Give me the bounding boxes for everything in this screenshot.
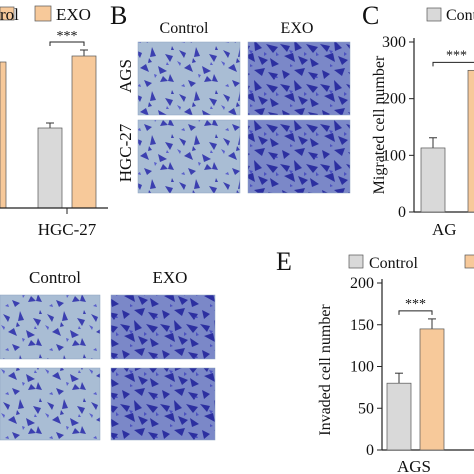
y-tick-label: 200	[382, 91, 406, 108]
y-tick-label: 50	[358, 400, 374, 417]
panel-a-bar-control	[37, 127, 63, 209]
y-tick-label: 200	[350, 275, 374, 292]
micrograph-d-exo-1	[110, 294, 216, 360]
legend-swatch-partial	[0, 6, 15, 21]
panel-d-col-label-exo: EXO	[153, 268, 188, 287]
micrograph-ags-control	[137, 41, 241, 116]
panel-e-chart: E Control Invaded cell number 0 50 100 150 2…	[276, 247, 474, 474]
panel-c-legend-control-swatch	[426, 7, 442, 22]
bar-exo	[419, 328, 445, 451]
panel-e-bars: ***	[386, 297, 445, 451]
panel-a-sig-bracket	[49, 41, 85, 46]
panel-c-ylabel: Migrated cell number	[371, 55, 388, 194]
micrograph-d-control-2	[0, 367, 101, 441]
panel-e-axis: 0 50 100 150 200	[350, 275, 474, 459]
sig-label: ***	[446, 48, 467, 63]
panel-d-col-label-control: Control	[29, 268, 81, 287]
micrograph-d-control-1	[0, 294, 101, 360]
micrograph-d-exo-2	[110, 367, 216, 441]
micrograph-hgc27-exo	[247, 119, 351, 194]
panel-a-x-tick: HGC-27	[38, 220, 97, 239]
panel-a-legend-control: rol	[0, 5, 19, 24]
panel-b-row-label-hgc27: HGC-27	[116, 123, 135, 182]
micrograph-ags-exo	[247, 41, 351, 116]
panel-e-x-tick-ags: AGS	[397, 457, 431, 474]
panel-b-letter: B	[110, 1, 127, 30]
panel-c-x-tick-ags: AG	[432, 220, 457, 239]
y-tick-label: 100	[350, 359, 374, 376]
panel-e-letter: E	[276, 247, 292, 276]
bar-exo	[467, 69, 474, 213]
panel-c-legend-control: Contr	[446, 7, 474, 24]
panel-c-bars: ***	[420, 48, 474, 213]
panel-a-sig: ***	[57, 29, 78, 44]
panel-e-legend-control-swatch	[348, 254, 364, 269]
panel-b-col-label-control: Control	[160, 20, 209, 37]
panel-a: rol EXO *** HGC-27	[0, 5, 108, 239]
micrograph-hgc27-control	[137, 119, 241, 194]
panel-b-col-label-exo: EXO	[281, 20, 314, 37]
bar-control	[420, 147, 446, 213]
panel-a-bar-exo	[71, 55, 97, 209]
y-tick-label: 0	[366, 442, 374, 459]
panel-d: Control EXO	[0, 268, 216, 441]
y-tick-label: 300	[382, 34, 406, 51]
sig-label: ***	[405, 297, 426, 312]
panel-a-partial-bar	[0, 61, 7, 209]
panel-a-legend-exo: EXO	[56, 5, 91, 24]
bar-control	[386, 382, 412, 451]
y-tick-label: 0	[398, 204, 406, 221]
sig-bracket	[432, 61, 474, 67]
panel-e-legend-control: Control	[369, 255, 418, 272]
sig-bracket	[398, 310, 433, 315]
panel-c-chart: C Contr Migrated cell number 0100200300 …	[362, 1, 474, 239]
panel-a-legend-exo-swatch	[34, 5, 52, 22]
panel-b-row-label-ags: AGS	[116, 59, 135, 93]
panel-c-letter: C	[362, 1, 379, 30]
panel-e-legend-exo-swatch	[464, 254, 474, 269]
panel-e-ylabel: Invaded cell number	[317, 304, 334, 436]
y-tick-label: 150	[350, 317, 374, 334]
y-tick-label: 100	[382, 147, 406, 164]
panel-b: B Control EXO AGS HGC-27	[110, 1, 351, 194]
